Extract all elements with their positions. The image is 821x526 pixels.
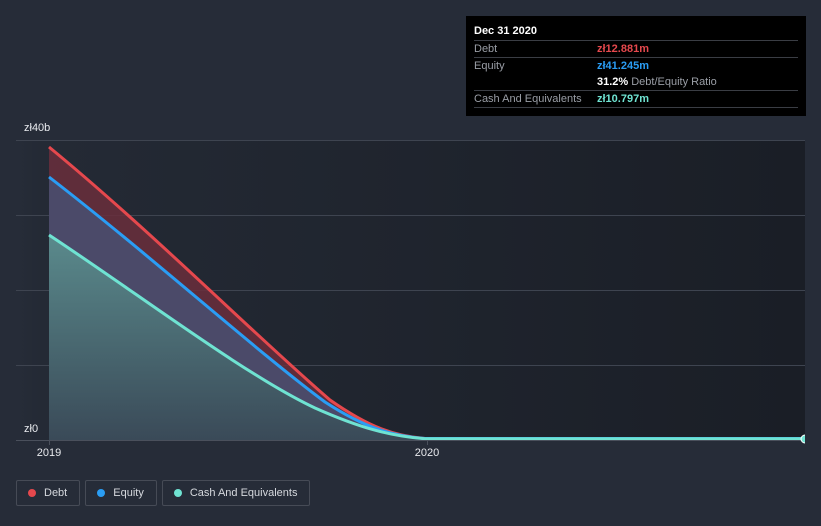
legend-label-equity: Equity — [113, 487, 144, 499]
y-axis-bottom-label: zł0 — [24, 423, 39, 435]
tooltip-cash-label: Cash And Equivalents — [474, 93, 582, 105]
legend-item-cash[interactable]: Cash And Equivalents — [161, 480, 311, 506]
y-axis-top-label: zł40b — [24, 122, 51, 134]
tooltip-equity-value: zł41.245m — [597, 60, 649, 72]
legend-item-debt[interactable]: Debt — [16, 480, 81, 506]
tooltip-ratio-label: Debt/Equity Ratio — [631, 76, 717, 88]
tooltip-debt-value: zł12.881m — [597, 43, 649, 55]
cash-area — [49, 235, 805, 440]
tooltip-row-cash: Cash And Equivalents zł10.797m — [474, 91, 798, 108]
x-axis-label-2020: 2020 — [414, 447, 440, 459]
legend: Debt Equity Cash And Equivalents — [16, 480, 311, 506]
tooltip-row-ratio: 31.2% Debt/Equity Ratio — [474, 74, 798, 91]
tooltip-row-equity: Equity zł41.245m — [474, 58, 798, 74]
legend-item-equity[interactable]: Equity — [85, 480, 157, 506]
legend-label-cash: Cash And Equivalents — [189, 487, 298, 499]
tooltip: Dec 31 2020 Debt zł12.881m Equity zł41.2… — [466, 16, 806, 116]
debt-dot-icon — [28, 489, 36, 497]
tooltip-cash-value: zł10.797m — [597, 93, 649, 105]
x-axis-label-2019: 2019 — [36, 447, 62, 459]
tooltip-ratio-pct: 31.2% — [597, 76, 629, 88]
tooltip-date: Dec 31 2020 — [474, 23, 798, 41]
tooltip-row-debt: Debt zł12.881m — [474, 41, 798, 58]
tooltip-equity-label: Equity — [474, 60, 505, 72]
cash-dot-icon — [173, 489, 182, 497]
cash-line — [48, 233, 805, 441]
equity-dot-icon — [97, 489, 106, 497]
legend-label-debt: Debt — [44, 487, 68, 499]
tooltip-debt-label: Debt — [474, 43, 498, 55]
